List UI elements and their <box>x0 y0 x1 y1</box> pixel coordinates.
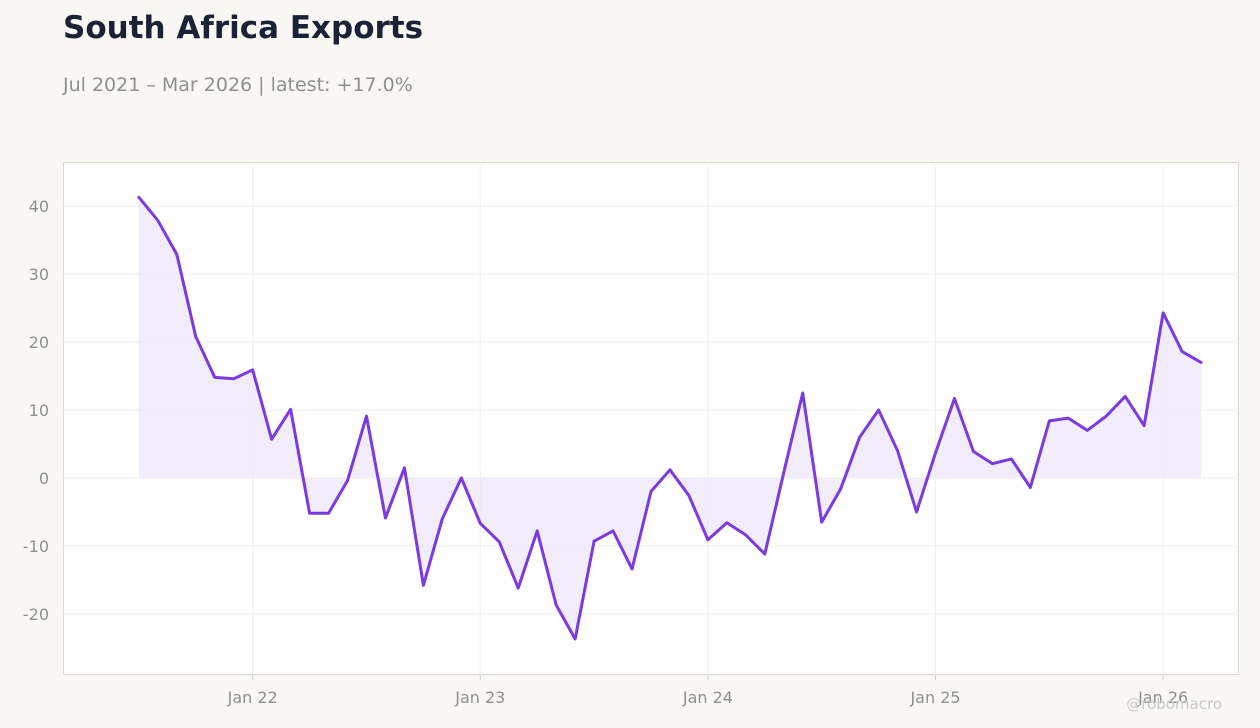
x-tick-label: Jan 24 <box>682 688 733 707</box>
y-tick-label: 10 <box>29 401 49 420</box>
watermark: @robomacro <box>1126 695 1222 713</box>
x-axis-ticks: Jan 22 Jan 23 Jan 24 Jan 25 Jan 26 <box>227 675 1188 707</box>
chart-subtitle: Jul 2021 – Mar 2026 | latest: +17.0% <box>63 74 413 96</box>
y-tick-label: -10 <box>23 537 49 556</box>
x-tick-label: Jan 23 <box>454 688 505 707</box>
series-line <box>137 195 1203 641</box>
x-tick-label: Jan 26 <box>1137 688 1188 707</box>
chart-title: South Africa Exports <box>63 10 424 46</box>
y-tick-label: 20 <box>29 333 49 352</box>
y-axis-ticks: -20 -10 0 10 20 30 40 <box>23 197 49 624</box>
y-tick-label: -20 <box>23 605 49 624</box>
y-tick-label: 0 <box>39 469 49 488</box>
y-tick-label: 30 <box>29 265 49 284</box>
x-tick-label: Jan 22 <box>227 688 278 707</box>
x-tick-label: Jan 25 <box>909 688 960 707</box>
y-tick-label: 40 <box>29 197 49 216</box>
